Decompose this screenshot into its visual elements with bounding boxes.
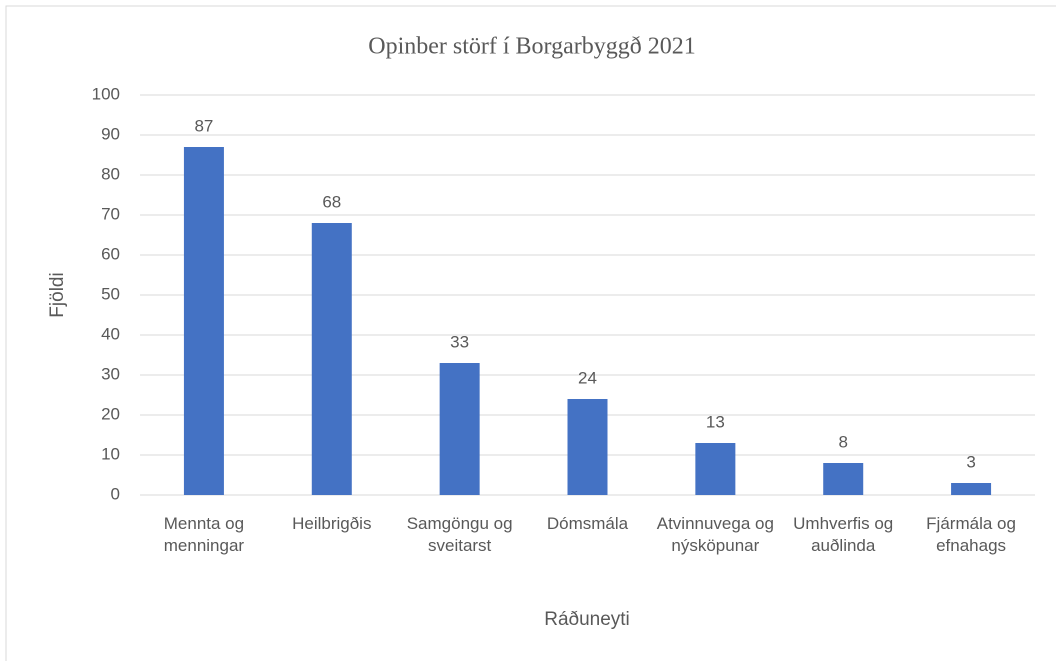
y-tick-label: 40 <box>101 324 120 343</box>
bar <box>695 443 736 495</box>
x-axis-label: Ráðuneyti <box>544 609 630 630</box>
bar <box>183 147 224 495</box>
chart-border <box>5 5 1056 661</box>
bar <box>951 483 992 495</box>
y-tick-label: 100 <box>92 84 120 103</box>
y-tick-label: 70 <box>101 204 120 223</box>
y-tick-label: 30 <box>101 364 120 383</box>
bar <box>311 223 352 495</box>
y-tick-label: 60 <box>101 244 120 263</box>
y-tick-label: 80 <box>101 164 120 183</box>
data-label: 87 <box>194 116 213 135</box>
x-tick-label: Mennta og menningar <box>163 514 245 555</box>
x-tick-label: Dómsmála <box>546 514 629 533</box>
data-label: 13 <box>706 412 725 431</box>
y-axis-label: Fjöldi <box>47 272 68 317</box>
data-label: 33 <box>450 332 469 351</box>
bar <box>439 363 480 495</box>
data-label: 3 <box>966 452 975 471</box>
data-label: 8 <box>838 432 847 451</box>
x-tick-label: Fjármála og efnahags <box>926 514 1016 555</box>
x-tick-label: Heilbrigðis <box>292 514 372 533</box>
y-tick-label: 20 <box>101 404 120 423</box>
bar <box>823 463 864 495</box>
y-tick-label: 90 <box>101 124 120 143</box>
bar <box>567 399 608 495</box>
chart-title: Opinber störf í Borgarbyggð 2021 <box>368 34 696 60</box>
data-label: 68 <box>322 192 341 211</box>
y-tick-label: 50 <box>101 284 120 303</box>
x-tick-label: Atvinnuvega og nýsköpunar <box>656 514 774 555</box>
y-tick-label: 0 <box>111 484 120 503</box>
data-label: 24 <box>578 368 597 387</box>
x-tick-label: Samgöngu og sveitarst <box>406 514 513 555</box>
x-tick-label: Umhverfis og auðlinda <box>793 514 894 555</box>
y-tick-label: 10 <box>101 444 120 463</box>
